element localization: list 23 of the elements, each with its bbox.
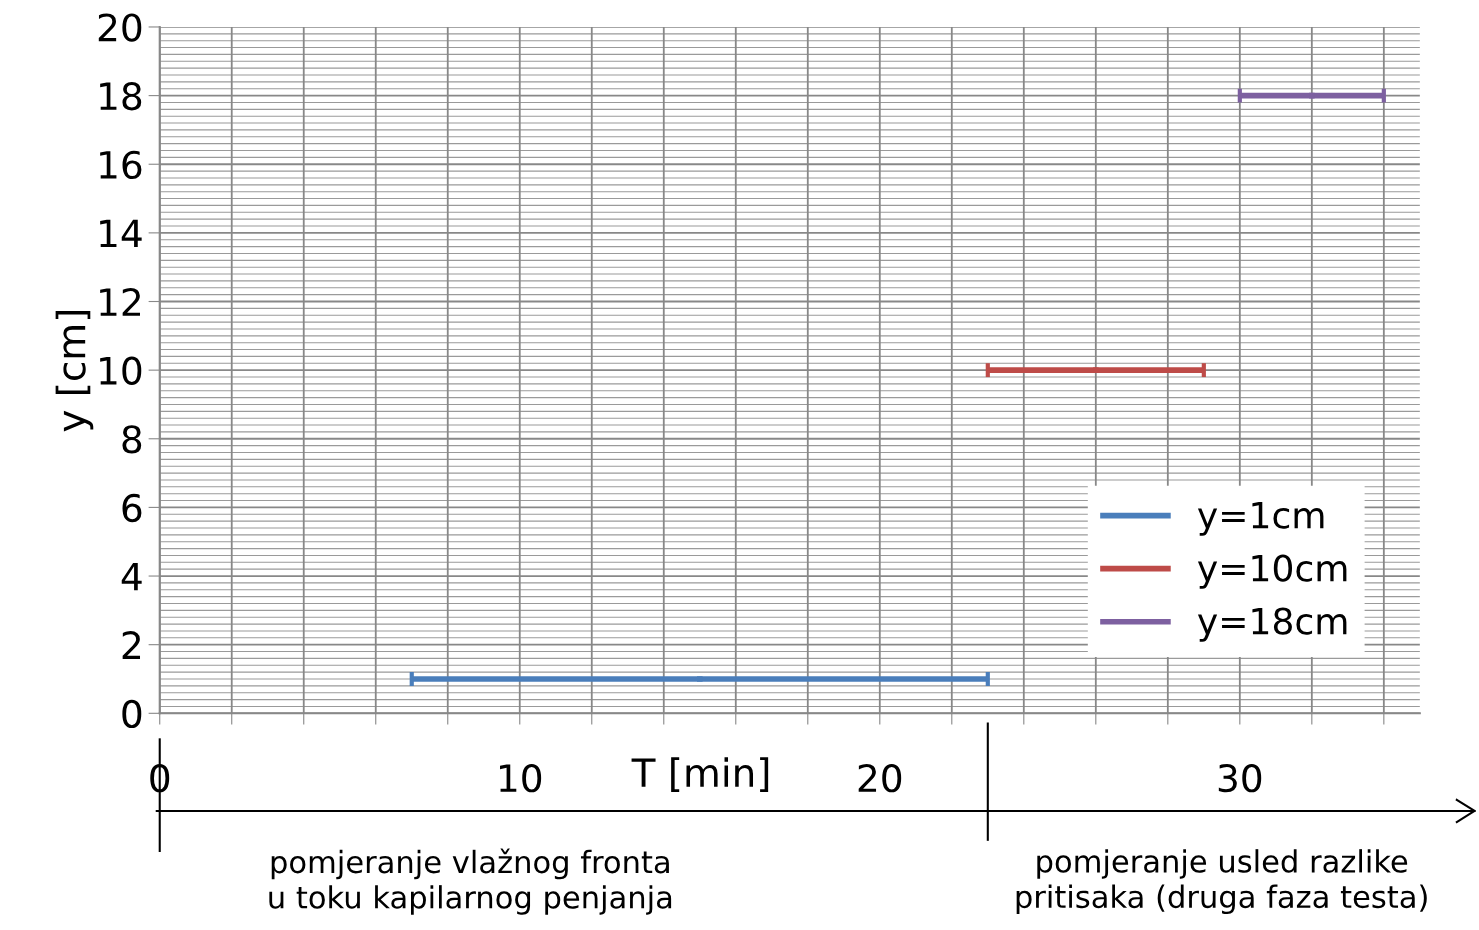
legend-label: y=1cm: [1197, 501, 1324, 536]
y-tick-label: 12: [100, 287, 140, 316]
x-axis-title: T [min]: [631, 757, 769, 792]
x-tick-label: 20: [858, 763, 902, 793]
point: [1309, 92, 1315, 99]
text: pomjeranje vlažnog fronta u toku kapilarnog penjanja: [269, 848, 672, 915]
y-tick-label: 14: [100, 219, 142, 248]
y-tick-label: 8: [122, 425, 142, 454]
x-tick-label: 10: [500, 763, 542, 793]
y-tick-label: 16: [100, 150, 142, 180]
y-tick-label: 0: [122, 699, 142, 729]
y-tick-label: 4: [121, 562, 142, 591]
legend-label: y=18cm: [1197, 607, 1347, 642]
x-tick-label: 30: [1218, 763, 1262, 793]
y-tick-label: 6: [122, 493, 142, 523]
legend-label: y=10cm: [1197, 554, 1347, 589]
point: [697, 676, 703, 682]
text: pomjeranje usled razlike pritisaka (druga faza testa): [1016, 849, 1427, 915]
y-axis-title: y [cm]: [55, 310, 94, 432]
y-tick-label: 20: [98, 13, 142, 42]
y-tick-label: 2: [122, 631, 140, 659]
y-tick-label: 10: [100, 356, 142, 385]
y-tick-label: 18: [100, 82, 142, 111]
